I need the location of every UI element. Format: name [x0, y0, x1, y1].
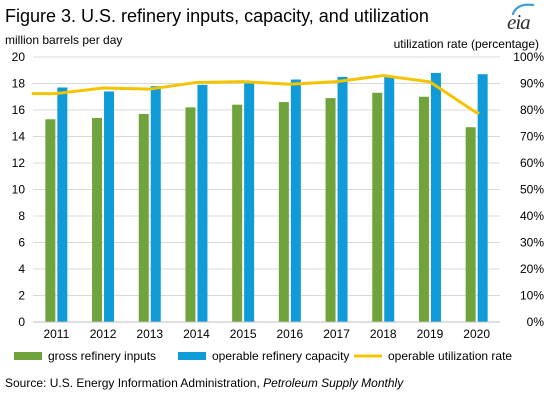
bar-operable-refinery-capacity	[197, 84, 208, 322]
bar-gross-refinery-inputs	[185, 107, 196, 322]
bar-operable-refinery-capacity	[384, 75, 395, 322]
bar-operable-refinery-capacity	[477, 74, 488, 322]
left-axis-tick-label: 8	[18, 209, 25, 223]
bar-gross-refinery-inputs	[45, 119, 56, 323]
bar-gross-refinery-inputs	[465, 127, 476, 322]
right-axis-tick-label: 20%	[520, 262, 544, 276]
left-axis-tick-label: 18	[12, 77, 26, 91]
bar-gross-refinery-inputs	[278, 102, 289, 322]
legend-label-gross: gross refinery inputs	[48, 349, 156, 363]
bar-gross-refinery-inputs	[232, 104, 243, 322]
left-axis-tick-label: 10	[12, 183, 26, 197]
legend-label-capacity: operable refinery capacity	[212, 349, 349, 363]
right-axis-tick-label: 40%	[520, 209, 544, 223]
bar-operable-refinery-capacity	[337, 76, 348, 322]
right-axis-tick-label: 60%	[520, 156, 544, 170]
x-axis-tick-label: 2011	[43, 327, 69, 341]
bar-gross-refinery-inputs	[418, 96, 429, 322]
legend-label-utilization: operable utilization rate	[388, 349, 512, 363]
bar-operable-refinery-capacity	[150, 86, 161, 323]
left-axis-unit: million barrels per day	[5, 33, 123, 47]
bar-operable-refinery-capacity	[290, 79, 301, 323]
bar-gross-refinery-inputs	[325, 98, 336, 322]
x-axis-tick-label: 2016	[276, 327, 303, 341]
bar-gross-refinery-inputs	[372, 92, 383, 323]
left-axis-tick-label: 12	[12, 156, 26, 170]
right-axis-tick-label: 70%	[520, 130, 544, 144]
left-axis-tick-label: 16	[12, 103, 26, 117]
x-axis-tick-label: 2014	[183, 327, 210, 341]
left-axis-tick-label: 2	[18, 289, 25, 303]
bar-gross-refinery-inputs	[138, 113, 149, 322]
bar-gross-refinery-inputs	[92, 117, 103, 322]
source-note: Source: U.S. Energy Information Administ…	[5, 376, 403, 390]
right-axis-unit: utilization rate (percentage)	[393, 37, 539, 51]
legend-swatch-capacity	[178, 352, 206, 360]
left-axis-tick-label: 4	[18, 262, 25, 276]
right-axis-tick-label: 90%	[520, 77, 544, 91]
right-axis-tick-label: 30%	[520, 236, 544, 250]
left-axis-tick-label: 20	[12, 50, 26, 64]
logo-swoosh-icon	[511, 3, 535, 16]
left-axis-tick-label: 14	[12, 130, 26, 144]
x-axis-tick-label: 2012	[90, 327, 117, 341]
eia-logo: eia	[507, 2, 537, 36]
x-axis-tick-label: 2015	[230, 327, 257, 341]
right-axis-tick-label: 0%	[527, 315, 545, 329]
x-axis-tick-label: 2017	[323, 327, 350, 341]
bar-operable-refinery-capacity	[244, 83, 255, 322]
left-axis-tick-label: 6	[18, 236, 25, 250]
source-text: Source: U.S. Energy Information Administ…	[5, 376, 264, 390]
right-axis-tick-label: 10%	[520, 289, 544, 303]
line-operable-utilization-rate	[31, 74, 480, 115]
logo-text: eia	[507, 10, 531, 34]
chart-title: Figure 3. U.S. refinery inputs, capacity…	[5, 6, 429, 26]
right-axis-tick-label: 80%	[520, 103, 544, 117]
x-axis-tick-label: 2013	[136, 327, 163, 341]
left-axis-tick-label: 0	[18, 315, 25, 329]
source-publication: Petroleum Supply Monthly	[263, 376, 404, 390]
chart-canvas: 0 2 4 6 8 10 12 14 16 18 20 0% 10% 20% 30% 40% 50% 60% 70%…	[12, 50, 545, 363]
bar-operable-refinery-capacity	[430, 72, 441, 323]
right-axis-tick-label: 100%	[513, 50, 544, 64]
x-axis-tick-label: 2020	[463, 327, 490, 341]
x-axis-tick-label: 2018	[370, 327, 397, 341]
x-axis-tick-label: 2019	[417, 327, 444, 341]
legend-swatch-gross	[14, 352, 42, 360]
bar-operable-refinery-capacity	[104, 91, 115, 322]
right-axis-tick-label: 50%	[520, 183, 544, 197]
bar-operable-refinery-capacity	[57, 87, 68, 322]
